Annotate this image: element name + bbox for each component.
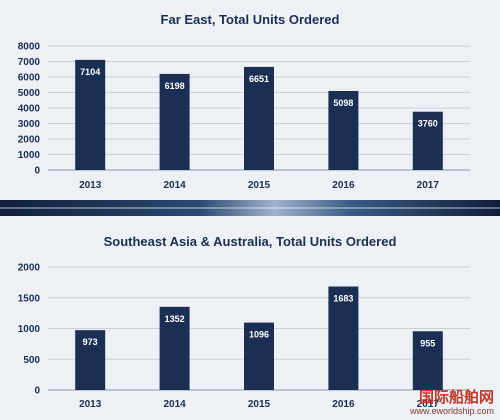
bar <box>244 322 274 390</box>
bar-data-label: 6198 <box>165 81 185 91</box>
bar <box>412 111 443 170</box>
y-tick-label: 2000 <box>18 263 41 274</box>
bar-data-label: 1096 <box>249 330 269 340</box>
y-tick-label: 8000 <box>18 42 41 53</box>
y-tick-label: 6000 <box>18 73 41 84</box>
y-tick-label: 4000 <box>18 104 41 115</box>
x-category-label: 2013 <box>79 399 102 410</box>
bar <box>412 331 443 390</box>
bar-data-label: 5098 <box>333 98 353 108</box>
bar-data-label: 955 <box>420 338 435 348</box>
x-category-label: 2014 <box>163 180 186 191</box>
y-tick-label: 3000 <box>18 119 41 130</box>
bar <box>328 90 359 170</box>
watermark-main-text: 国际船舶网 <box>418 389 494 406</box>
y-tick-label: 0 <box>34 166 40 177</box>
chart-title: Far East, Total Units Ordered <box>161 12 340 27</box>
watermark-url-text: www.eworldship.com <box>409 406 494 416</box>
y-tick-label: 1000 <box>18 324 41 335</box>
y-tick-label: 1000 <box>18 150 41 161</box>
bar-data-label: 3760 <box>418 119 438 129</box>
x-category-label: 2014 <box>163 399 186 410</box>
y-tick-label: 500 <box>23 355 40 366</box>
y-tick-label: 5000 <box>18 88 41 99</box>
x-category-label: 2015 <box>248 180 271 191</box>
y-tick-label: 7000 <box>18 57 41 68</box>
x-category-label: 2013 <box>79 180 102 191</box>
chart-southeast-asia-australia: Southeast Asia & Australia, Total Units … <box>18 234 470 410</box>
y-tick-label: 0 <box>34 386 40 397</box>
bar <box>328 286 359 390</box>
bar <box>159 306 190 390</box>
bar-data-label: 1352 <box>165 314 185 324</box>
bar <box>75 330 106 390</box>
watermark-logo: 国际船舶网 www.eworldship.com <box>409 389 494 417</box>
y-tick-label: 2000 <box>18 135 41 146</box>
bar-data-label: 1683 <box>333 293 353 303</box>
chart-title: Southeast Asia & Australia, Total Units … <box>104 234 397 249</box>
bar-data-label: 973 <box>83 337 98 347</box>
x-category-label: 2017 <box>417 180 440 191</box>
x-category-label: 2015 <box>248 399 271 410</box>
x-category-label: 2016 <box>332 180 355 191</box>
x-category-label: 2017 <box>417 399 440 410</box>
bar-data-label: 7104 <box>80 67 100 77</box>
x-category-label: 2016 <box>332 399 355 410</box>
bar-data-label: 6651 <box>249 74 269 84</box>
y-tick-label: 1500 <box>18 293 41 304</box>
bar <box>75 59 106 170</box>
bar <box>159 73 190 170</box>
decorative-divider-band <box>0 200 500 216</box>
chart-far-east: Far East, Total Units Ordered 0 1000 2000 30… <box>18 12 470 191</box>
bar <box>244 66 274 170</box>
